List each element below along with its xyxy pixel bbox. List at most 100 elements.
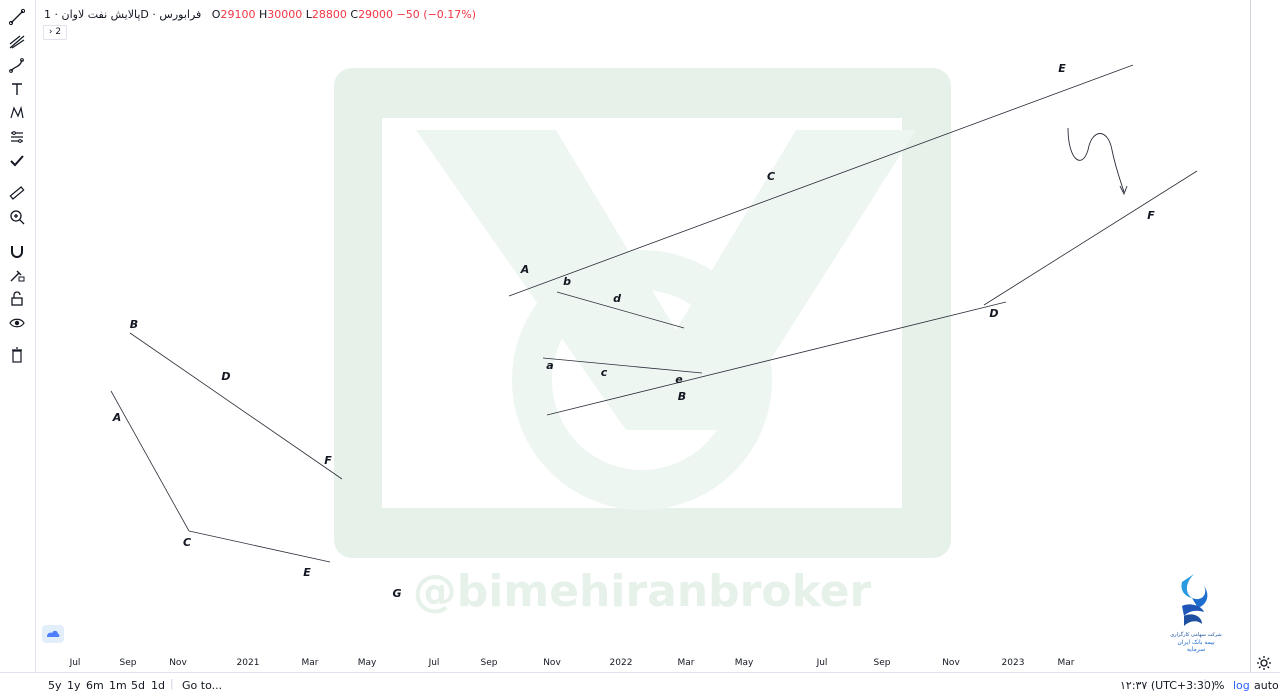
x-tick-label: May xyxy=(358,658,377,668)
trendline xyxy=(546,301,1007,416)
bottom-toolbar: 5y 1y 6m 1m 5d 1d | Go to... ۱۲:۳۷ (UTC+… xyxy=(0,672,1280,698)
open-value: 29100 xyxy=(220,8,256,21)
checkmark-icon[interactable] xyxy=(6,150,28,172)
x-tick-label: 2021 xyxy=(237,658,260,668)
swing-label-D: D xyxy=(989,307,998,320)
swing-label-B: B xyxy=(130,318,138,331)
watermark-v-shape xyxy=(416,130,916,430)
x-tick-label: 2022 xyxy=(610,658,633,668)
swing-label-B: B xyxy=(678,390,686,403)
forecast-arrow-head xyxy=(1119,185,1128,196)
brush-icon[interactable] xyxy=(6,54,28,76)
swing-label-C: C xyxy=(767,170,775,183)
watermark-logo xyxy=(334,68,951,558)
range-1d[interactable]: 1d xyxy=(151,679,165,692)
pattern-icon[interactable] xyxy=(6,102,28,124)
trendline xyxy=(508,64,1134,297)
broker-name-line1: شرکت سهامی کارگزاری xyxy=(1170,632,1222,638)
price-axis[interactable]: 29000 xyxy=(1250,0,1280,672)
open-label: O xyxy=(211,8,221,21)
swing-label-E: E xyxy=(1058,62,1066,75)
eye-icon[interactable] xyxy=(6,312,28,334)
swing-label-E: E xyxy=(303,566,311,579)
swing-label-c: c xyxy=(601,366,608,379)
x-tick-label: Jul xyxy=(69,658,81,668)
trend-line-icon[interactable] xyxy=(6,6,28,28)
collapse-indicators-button[interactable]: › 2 xyxy=(43,25,67,40)
trash-icon[interactable] xyxy=(6,344,28,366)
close-value: 29000 xyxy=(358,8,394,21)
swing-label-A: A xyxy=(520,263,530,276)
percent-scale-toggle[interactable]: % xyxy=(1214,679,1225,692)
high-label: H xyxy=(258,8,268,21)
swing-label-a: a xyxy=(546,359,553,372)
broker-logo: شرکت سهامی کارگزاری بیمه بانک ایران سرما… xyxy=(1168,572,1224,653)
x-tick-label: Jul xyxy=(816,658,828,668)
tradingview-logo-icon[interactable] xyxy=(42,625,64,643)
text-icon[interactable] xyxy=(6,78,28,100)
drawing-toolbar xyxy=(0,0,36,672)
trendline xyxy=(188,530,331,563)
x-tick-label: Mar xyxy=(1058,658,1075,668)
swing-label-b: b xyxy=(563,275,571,288)
lock-drawing-icon[interactable] xyxy=(6,264,28,286)
swing-label-F: F xyxy=(1147,209,1155,222)
trendline xyxy=(129,332,343,480)
interval-label: 1D xyxy=(44,8,149,21)
x-tick-label: Nov xyxy=(169,658,187,668)
x-tick-label: Mar xyxy=(302,658,319,668)
forecast-icon[interactable] xyxy=(6,126,28,148)
x-tick-label: Sep xyxy=(874,658,891,668)
symbol-name[interactable]: پالایش نفت لاوان xyxy=(61,8,141,21)
low-value: 28800 xyxy=(311,8,347,21)
settings-gear-icon[interactable] xyxy=(1256,655,1272,671)
watermark-text: @bimehiranbroker xyxy=(413,566,872,617)
range-6m[interactable]: 6m xyxy=(86,679,104,692)
pitchfork-icon[interactable] xyxy=(6,30,28,52)
exchange-label: فرابورس xyxy=(159,8,202,21)
price-axis-canvas: 29000 xyxy=(1251,0,1280,672)
broker-logo-icon xyxy=(1181,574,1208,626)
broker-name-line2: بیمه بانک ایران سرمایه xyxy=(1177,639,1215,653)
zoom-in-icon[interactable] xyxy=(6,206,28,228)
x-tick-label: Sep xyxy=(120,658,137,668)
trendline xyxy=(542,357,703,374)
high-value: 30000 xyxy=(267,8,303,21)
forecast-arrow xyxy=(1067,127,1125,193)
change-value: −50 (−0.17%) xyxy=(396,8,477,21)
ruler-icon[interactable] xyxy=(6,182,28,204)
x-tick-label: Jul xyxy=(428,658,440,668)
close-label: C xyxy=(350,8,359,21)
low-label: L xyxy=(305,8,312,21)
range-1y[interactable]: 1y xyxy=(67,679,81,692)
trendline xyxy=(556,291,685,329)
x-tick-label: May xyxy=(735,658,754,668)
x-tick-label: Nov xyxy=(942,658,960,668)
x-tick-label: Sep xyxy=(481,658,498,668)
watermark-circle xyxy=(512,250,772,510)
x-tick-label: Mar xyxy=(678,658,695,668)
unlock-icon[interactable] xyxy=(6,288,28,310)
swing-label-d: d xyxy=(613,292,621,305)
range-5y[interactable]: 5y xyxy=(48,679,62,692)
swing-label-e: e xyxy=(675,373,683,386)
range-1m[interactable]: 1m xyxy=(109,679,127,692)
trendline xyxy=(983,170,1198,306)
timezone-clock[interactable]: ۱۲:۳۷ (UTC+3:30) xyxy=(1120,679,1216,692)
x-tick-label: 2023 xyxy=(1002,658,1025,668)
indicator-count: 2 xyxy=(55,27,62,37)
chart-legend: پالایش نفت لاوان · 1D · فرابورس O29100 H… xyxy=(44,8,477,21)
swing-label-C: C xyxy=(183,536,191,549)
swing-label-F: F xyxy=(324,454,332,467)
x-tick-label: Nov xyxy=(543,658,561,668)
goto-button[interactable]: Go to... xyxy=(182,679,223,692)
swing-label-D: D xyxy=(221,370,230,383)
swing-label-G: G xyxy=(392,587,401,600)
swing-label-A: A xyxy=(112,411,122,424)
magnet-icon[interactable] xyxy=(6,240,28,262)
log-scale-toggle[interactable]: log xyxy=(1233,679,1250,692)
range-5d[interactable]: 5d xyxy=(131,679,145,692)
auto-scale-toggle[interactable]: auto xyxy=(1254,679,1279,692)
